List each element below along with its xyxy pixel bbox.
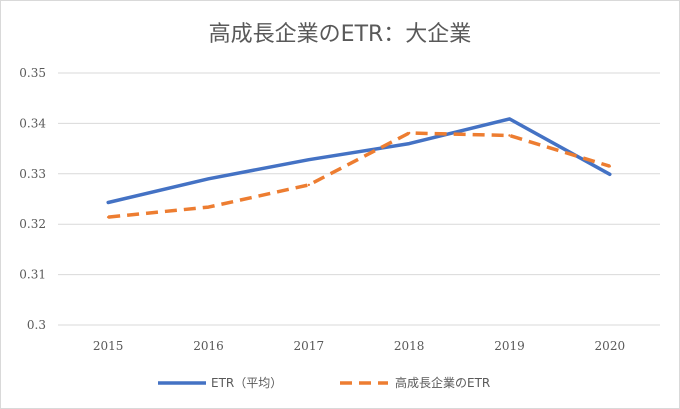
legend-label-2: 高成長企業のETR — [395, 375, 490, 390]
gridlines — [58, 72, 660, 326]
series-line-1 — [106, 117, 612, 205]
x-tick-label: 2018 — [394, 339, 425, 353]
chart-title: 高成長企業のETR：大企業 — [209, 22, 472, 47]
series-lines — [106, 117, 612, 219]
y-tick-label: 0.35 — [19, 66, 46, 80]
series-1-point — [207, 177, 210, 181]
series-2-point — [407, 131, 411, 135]
x-tick-label: 2016 — [193, 339, 224, 353]
series-2-point — [508, 134, 511, 137]
series-2-point — [608, 165, 612, 168]
series-2-point — [207, 205, 210, 209]
series-1-point — [608, 173, 612, 176]
x-tick-label: 2015 — [93, 339, 124, 353]
series-1-point — [106, 201, 110, 204]
x-tick-label: 2017 — [294, 339, 325, 353]
series-1-point — [407, 142, 411, 145]
y-tick-label: 0.3 — [27, 318, 46, 332]
y-axis-ticks: 0.3 0.31 0.32 0.33 0.34 0.35 — [19, 66, 46, 332]
y-tick-label: 0.34 — [19, 116, 46, 130]
x-axis-ticks: 2015 2016 2017 2018 2019 2020 — [93, 339, 625, 353]
legend: ETR（平均） 高成長企業のETR — [158, 375, 490, 390]
legend-label-1: ETR（平均） — [211, 376, 282, 390]
y-tick-label: 0.31 — [19, 268, 46, 282]
y-tick-label: 0.33 — [19, 167, 46, 181]
x-tick-label: 2019 — [494, 339, 525, 353]
series-2-point — [106, 215, 110, 219]
series-line-2 — [108, 131, 611, 219]
x-tick-label: 2020 — [595, 339, 626, 353]
series-1-point — [508, 117, 511, 121]
series-1-point — [307, 158, 311, 161]
y-tick-label: 0.32 — [19, 217, 46, 231]
series-2-point — [307, 183, 311, 187]
